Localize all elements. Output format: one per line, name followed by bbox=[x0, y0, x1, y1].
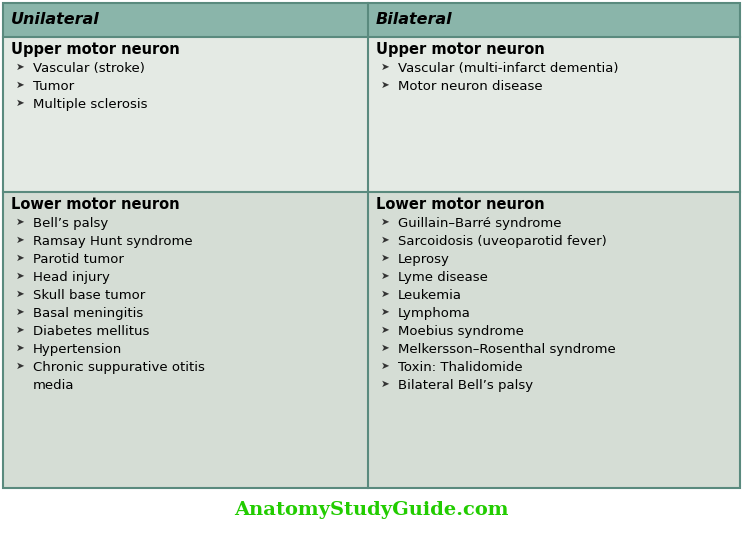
Text: Leprosy: Leprosy bbox=[398, 253, 450, 266]
Text: ➤: ➤ bbox=[16, 62, 25, 72]
Text: Vascular (multi-infarct dementia): Vascular (multi-infarct dementia) bbox=[398, 62, 618, 75]
Text: ➤: ➤ bbox=[16, 80, 25, 90]
Text: ➤: ➤ bbox=[16, 325, 25, 335]
Text: ➤: ➤ bbox=[16, 98, 25, 108]
Text: AnatomyStudyGuide.com: AnatomyStudyGuide.com bbox=[234, 501, 509, 519]
Text: ➤: ➤ bbox=[381, 235, 390, 245]
Text: ➤: ➤ bbox=[381, 379, 390, 389]
Text: ➤: ➤ bbox=[16, 235, 25, 245]
Text: ➤: ➤ bbox=[381, 271, 390, 281]
Text: ➤: ➤ bbox=[381, 307, 390, 317]
Text: ➤: ➤ bbox=[16, 289, 25, 299]
Text: Moebius syndrome: Moebius syndrome bbox=[398, 325, 524, 338]
Text: ➤: ➤ bbox=[381, 343, 390, 353]
Text: ➤: ➤ bbox=[381, 62, 390, 72]
Text: ➤: ➤ bbox=[381, 80, 390, 90]
Text: Tumor: Tumor bbox=[33, 80, 74, 93]
Text: Melkersson–Rosenthal syndrome: Melkersson–Rosenthal syndrome bbox=[398, 343, 616, 356]
Text: Unilateral: Unilateral bbox=[11, 12, 100, 27]
Text: ➤: ➤ bbox=[381, 253, 390, 263]
Text: Upper motor neuron: Upper motor neuron bbox=[11, 42, 180, 57]
Text: Lower motor neuron: Lower motor neuron bbox=[11, 197, 180, 212]
Text: Vascular (stroke): Vascular (stroke) bbox=[33, 62, 145, 75]
Text: Basal meningitis: Basal meningitis bbox=[33, 307, 143, 320]
Text: ➤: ➤ bbox=[16, 253, 25, 263]
Bar bbox=[3, 37, 740, 192]
Text: ➤: ➤ bbox=[381, 361, 390, 371]
Text: ➤: ➤ bbox=[16, 217, 25, 227]
Text: Hypertension: Hypertension bbox=[33, 343, 123, 356]
Text: Bilateral: Bilateral bbox=[376, 12, 452, 27]
Text: Motor neuron disease: Motor neuron disease bbox=[398, 80, 542, 93]
Text: Leukemia: Leukemia bbox=[398, 289, 462, 302]
Text: Bilateral Bell’s palsy: Bilateral Bell’s palsy bbox=[398, 379, 533, 392]
Text: ➤: ➤ bbox=[16, 361, 25, 371]
Text: Multiple sclerosis: Multiple sclerosis bbox=[33, 98, 148, 111]
Text: Bell’s palsy: Bell’s palsy bbox=[33, 217, 108, 230]
Text: ➤: ➤ bbox=[16, 343, 25, 353]
Text: Parotid tumor: Parotid tumor bbox=[33, 253, 124, 266]
Text: Head injury: Head injury bbox=[33, 271, 110, 284]
Text: Ramsay Hunt syndrome: Ramsay Hunt syndrome bbox=[33, 235, 192, 248]
Text: ➤: ➤ bbox=[381, 325, 390, 335]
Text: Lymphoma: Lymphoma bbox=[398, 307, 471, 320]
Bar bbox=[0, 488, 743, 537]
Text: Diabetes mellitus: Diabetes mellitus bbox=[33, 325, 149, 338]
Text: ➤: ➤ bbox=[381, 217, 390, 227]
Bar bbox=[3, 3, 740, 37]
Text: Toxin: Thalidomide: Toxin: Thalidomide bbox=[398, 361, 522, 374]
Bar bbox=[3, 192, 740, 488]
Text: Skull base tumor: Skull base tumor bbox=[33, 289, 145, 302]
Text: Upper motor neuron: Upper motor neuron bbox=[376, 42, 545, 57]
Text: Sarcoidosis (uveoparotid fever): Sarcoidosis (uveoparotid fever) bbox=[398, 235, 607, 248]
Text: media: media bbox=[33, 379, 74, 392]
Text: Chronic suppurative otitis: Chronic suppurative otitis bbox=[33, 361, 205, 374]
Text: ➤: ➤ bbox=[381, 289, 390, 299]
Text: Lyme disease: Lyme disease bbox=[398, 271, 488, 284]
Text: ➤: ➤ bbox=[16, 271, 25, 281]
Text: Guillain–Barré syndrome: Guillain–Barré syndrome bbox=[398, 217, 562, 230]
Text: Lower motor neuron: Lower motor neuron bbox=[376, 197, 545, 212]
Text: ➤: ➤ bbox=[16, 307, 25, 317]
